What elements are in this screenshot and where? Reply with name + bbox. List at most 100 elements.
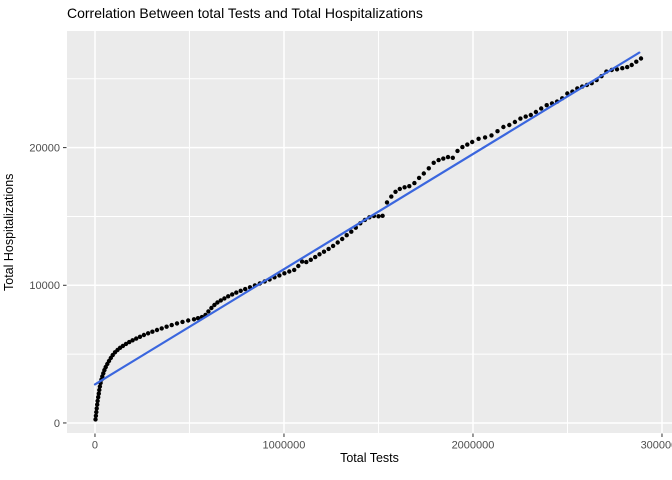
data-point xyxy=(330,243,336,249)
data-point xyxy=(212,302,217,308)
data-point xyxy=(344,233,349,238)
data-point xyxy=(416,175,422,181)
data-point xyxy=(174,321,180,326)
data-point xyxy=(150,329,155,334)
data-point xyxy=(445,154,451,160)
data-point xyxy=(94,406,99,411)
data-point xyxy=(238,288,243,293)
data-point xyxy=(349,229,354,234)
data-point xyxy=(317,252,322,257)
data-point xyxy=(634,59,639,64)
data-point xyxy=(465,142,470,147)
data-point xyxy=(206,309,211,314)
x-tick-label: 2000000 xyxy=(452,440,495,452)
data-point xyxy=(222,296,227,301)
x-tick-labels: 0 1000000 2000000 3000000 xyxy=(92,440,672,452)
data-point xyxy=(180,319,185,325)
data-point xyxy=(218,298,223,303)
data-point xyxy=(340,236,345,242)
y-tick-label: 0 xyxy=(54,418,60,430)
y-tick-label: 20000 xyxy=(29,142,60,154)
data-point xyxy=(384,200,390,205)
data-point xyxy=(436,157,441,163)
data-point xyxy=(476,136,481,141)
data-point xyxy=(96,391,102,396)
data-point xyxy=(195,316,201,321)
data-point xyxy=(191,317,197,322)
data-point xyxy=(127,339,132,345)
data-point xyxy=(304,259,309,265)
data-point xyxy=(313,254,318,260)
trend-line xyxy=(93,51,641,386)
data-point xyxy=(544,103,549,108)
data-point xyxy=(539,106,544,111)
data-point xyxy=(215,300,220,305)
data-point xyxy=(169,322,174,328)
data-point xyxy=(97,384,103,389)
data-point xyxy=(230,292,235,297)
gridlines-major xyxy=(67,31,672,433)
chart-title: Correlation Between total Tests and Tota… xyxy=(67,5,423,21)
data-point xyxy=(95,398,100,404)
data-point xyxy=(243,286,248,292)
data-point xyxy=(94,409,99,415)
data-point xyxy=(507,122,512,128)
y-tick-label: 10000 xyxy=(29,280,60,292)
data-point xyxy=(335,240,340,245)
data-point xyxy=(277,273,282,278)
data-point xyxy=(96,395,101,400)
data-point xyxy=(426,166,431,171)
data-point xyxy=(455,148,460,154)
data-point xyxy=(407,184,412,189)
data-point xyxy=(389,194,394,199)
data-point xyxy=(299,259,305,264)
data-point xyxy=(421,171,426,176)
data-point xyxy=(209,305,214,311)
data-point xyxy=(159,326,164,331)
data-point xyxy=(620,66,625,71)
data-point xyxy=(528,112,533,118)
data-point xyxy=(629,62,634,68)
data-point xyxy=(402,185,407,190)
data-point xyxy=(308,257,313,262)
data-point xyxy=(145,331,151,336)
data-point xyxy=(326,246,331,252)
data-point xyxy=(638,56,644,61)
data-point xyxy=(441,156,446,161)
data-point xyxy=(431,160,436,165)
data-point xyxy=(234,290,239,295)
x-tick-label: 0 xyxy=(92,440,98,452)
data-point xyxy=(226,294,231,299)
data-point xyxy=(470,139,475,145)
data-point xyxy=(376,214,381,219)
data-point xyxy=(123,341,129,347)
data-point xyxy=(134,336,139,341)
data-point xyxy=(489,133,494,138)
data-point xyxy=(495,129,500,134)
data-point xyxy=(137,334,143,339)
data-point xyxy=(501,124,506,130)
data-point xyxy=(460,144,465,150)
data-point xyxy=(186,318,191,323)
data-point xyxy=(625,64,630,70)
data-point xyxy=(287,269,292,274)
data-point xyxy=(292,267,297,273)
data-point xyxy=(518,116,523,121)
data-point xyxy=(296,263,301,269)
data-point xyxy=(321,249,327,254)
data-point xyxy=(533,109,539,115)
data-point xyxy=(397,186,402,192)
data-point xyxy=(95,402,100,407)
data-point xyxy=(93,413,99,418)
x-tick-label: 3000000 xyxy=(641,440,672,452)
data-point xyxy=(130,338,135,343)
data-point xyxy=(482,135,488,140)
data-point xyxy=(141,332,147,338)
panel-background xyxy=(67,31,672,433)
data-point xyxy=(380,213,385,218)
x-axis-title: Total Tests xyxy=(340,451,399,465)
data-point xyxy=(154,327,160,333)
x-tick-label: 1000000 xyxy=(263,440,306,452)
data-point xyxy=(523,114,528,119)
